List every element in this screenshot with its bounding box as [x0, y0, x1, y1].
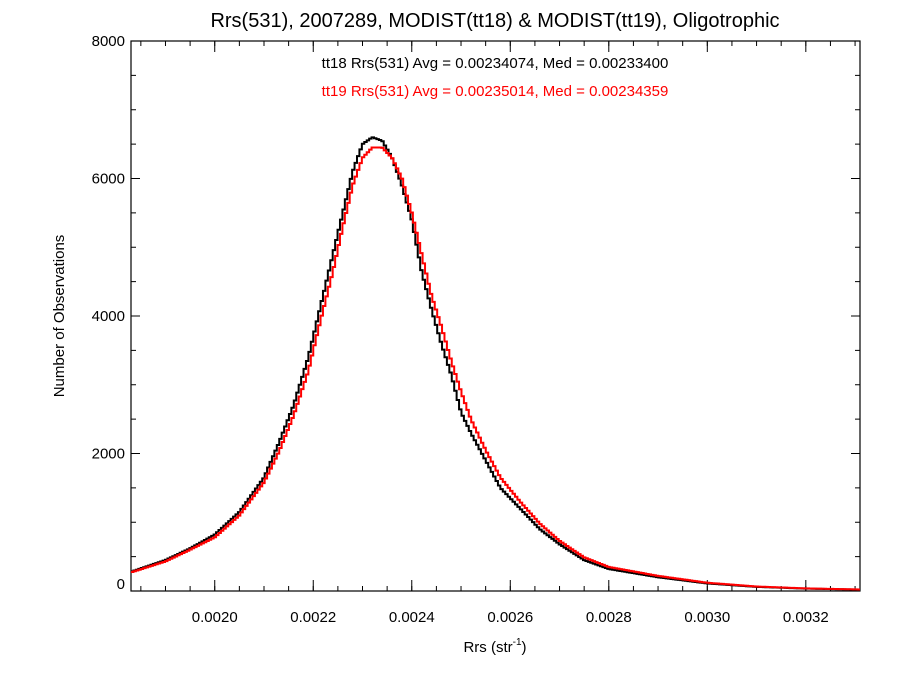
y-axis-label: Number of Observations [51, 235, 68, 398]
histogram-series-1 [131, 146, 860, 591]
x-tick-label: 0.0020 [192, 609, 238, 626]
x-axis-label-close: ) [522, 639, 527, 656]
y-axis-ticks: 0 2000 4000 6000 8000 [92, 33, 860, 593]
y-tick-label: 6000 [92, 171, 125, 188]
x-tick-label: 0.0032 [783, 609, 829, 626]
y-tick-label: 0 [117, 576, 125, 593]
chart-title: Rrs(531), 2007289, MODIST(tt18) & MODIST… [210, 10, 779, 32]
x-tick-label: 0.0026 [487, 609, 533, 626]
y-tick-label: 8000 [92, 33, 125, 50]
x-axis-label-main: Rrs (str [463, 639, 512, 656]
x-axis-label-superscript: -1 [513, 637, 522, 648]
y-tick-label: 2000 [92, 446, 125, 463]
x-tick-label: 0.0028 [586, 609, 632, 626]
annotation-tt19: tt19 Rrs(531) Avg = 0.00235014, Med = 0.… [322, 83, 669, 100]
x-axis-ticks: 0.0020 0.0022 0.0024 0.0026 0.0028 0.0030 0.00… [140, 41, 856, 626]
x-axis-label: Rrs (str-1) [463, 637, 526, 656]
x-tick-label: 0.0030 [684, 609, 730, 626]
y-tick-label: 4000 [92, 308, 125, 325]
x-tick-label: 0.0024 [389, 609, 435, 626]
x-tick-label: 0.0022 [290, 609, 336, 626]
series-layer [131, 136, 860, 591]
histogram-series-0 [131, 136, 860, 591]
annotation-tt18: tt18 Rrs(531) Avg = 0.00234074, Med = 0.… [322, 55, 669, 72]
